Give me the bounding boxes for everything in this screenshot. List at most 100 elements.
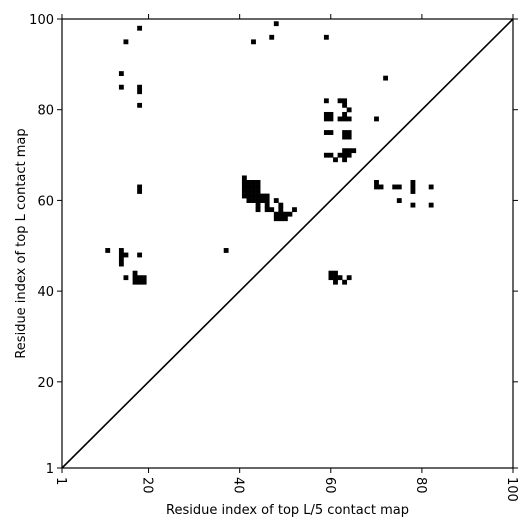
contact-point: [246, 198, 252, 203]
contact-point: [273, 21, 279, 27]
y-tick-label: 60: [37, 194, 54, 209]
contact-point: [260, 193, 266, 199]
contact-point: [264, 202, 270, 208]
contact-point: [141, 275, 147, 281]
contact-point: [342, 98, 348, 104]
y-tick-label: 20: [37, 376, 54, 391]
contact-point: [342, 148, 348, 154]
contact-point: [342, 152, 348, 158]
contact-point: [342, 102, 348, 108]
y-tick-label: 100: [29, 13, 54, 28]
contact-point: [323, 152, 329, 158]
contact-point: [251, 39, 256, 45]
contact-point: [137, 102, 143, 108]
contact-point: [410, 180, 416, 185]
contact-point: [333, 157, 338, 163]
contact-point: [132, 275, 138, 281]
contact-point: [246, 189, 252, 194]
contact-point: [255, 180, 261, 185]
contact-point: [410, 202, 416, 208]
contact-point: [118, 71, 124, 76]
contact-point: [282, 211, 288, 217]
contact-point: [118, 252, 124, 258]
contact-point: [342, 111, 348, 117]
contact-point: [396, 184, 402, 190]
plot-frame: [61, 18, 514, 469]
contact-point: [351, 148, 357, 154]
contact-point: [264, 207, 270, 213]
contact-point: [323, 116, 329, 122]
contact-point: [118, 248, 124, 253]
contact-point: [137, 84, 143, 90]
contact-point: [396, 198, 402, 203]
contact-point: [273, 211, 279, 217]
contact-point: [333, 270, 338, 276]
contact-point: [241, 189, 247, 194]
contact-point: [323, 98, 329, 104]
contact-point: [246, 180, 252, 185]
x-tick-label: 1: [53, 477, 68, 485]
contact-point: [428, 202, 434, 208]
contact-point: [246, 193, 252, 199]
contact-point: [241, 193, 247, 199]
contact-point: [374, 116, 379, 122]
contact-point: [346, 134, 352, 140]
contact-point: [328, 275, 334, 281]
contact-point: [269, 207, 275, 213]
contact-point: [141, 279, 147, 285]
contact-point: [328, 111, 334, 117]
contact-point: [328, 116, 334, 122]
contact-point: [123, 275, 129, 281]
contact-point: [287, 211, 293, 217]
contact-point: [118, 257, 124, 262]
contact-point: [383, 75, 389, 81]
contact-point: [374, 180, 379, 185]
contact-point: [269, 34, 275, 40]
contact-point: [323, 130, 329, 135]
x-tick-label: 60: [322, 477, 337, 494]
contact-point: [137, 189, 143, 194]
contact-point: [264, 198, 270, 203]
contact-point: [251, 193, 256, 199]
x-tick-label: 100: [504, 477, 519, 502]
y-tick-label: 40: [37, 285, 54, 300]
contact-point: [246, 184, 252, 190]
contact-point: [410, 184, 416, 190]
y-axis-ticks: 1 20 40 60 80 100: [29, 13, 518, 477]
contact-point: [346, 107, 352, 113]
x-tick-label: 40: [231, 477, 246, 494]
contact-point: [346, 148, 352, 154]
contact-points: [105, 21, 434, 285]
contact-point: [278, 211, 284, 217]
contact-point: [137, 275, 143, 281]
contact-point: [255, 202, 261, 208]
contact-point: [132, 279, 138, 285]
contact-point: [337, 152, 343, 158]
contact-point: [278, 216, 284, 222]
contact-point: [342, 157, 348, 163]
contact-point: [374, 184, 379, 190]
contact-point: [118, 261, 124, 267]
y-tick-label: 1: [46, 462, 54, 477]
contact-point: [260, 198, 266, 203]
contact-point: [333, 279, 338, 285]
contact-point: [346, 152, 352, 158]
contact-point: [346, 275, 352, 281]
contact-point: [137, 89, 143, 95]
contact-point: [105, 248, 111, 253]
contact-point: [123, 39, 129, 45]
contact-point: [255, 207, 261, 213]
contact-point: [255, 184, 261, 190]
x-axis-ticks: 1 20 40 60 80 100: [53, 14, 519, 502]
x-tick-label: 20: [140, 477, 155, 494]
contact-point: [346, 116, 352, 122]
contact-point: [342, 130, 348, 135]
contact-point: [337, 98, 343, 104]
y-tick-label: 80: [37, 104, 54, 119]
contact-point: [137, 184, 143, 190]
contact-point: [282, 216, 288, 222]
contact-point: [255, 189, 261, 194]
contact-point: [278, 202, 284, 208]
x-axis-label: Residue index of top L/5 contact map: [166, 503, 409, 518]
